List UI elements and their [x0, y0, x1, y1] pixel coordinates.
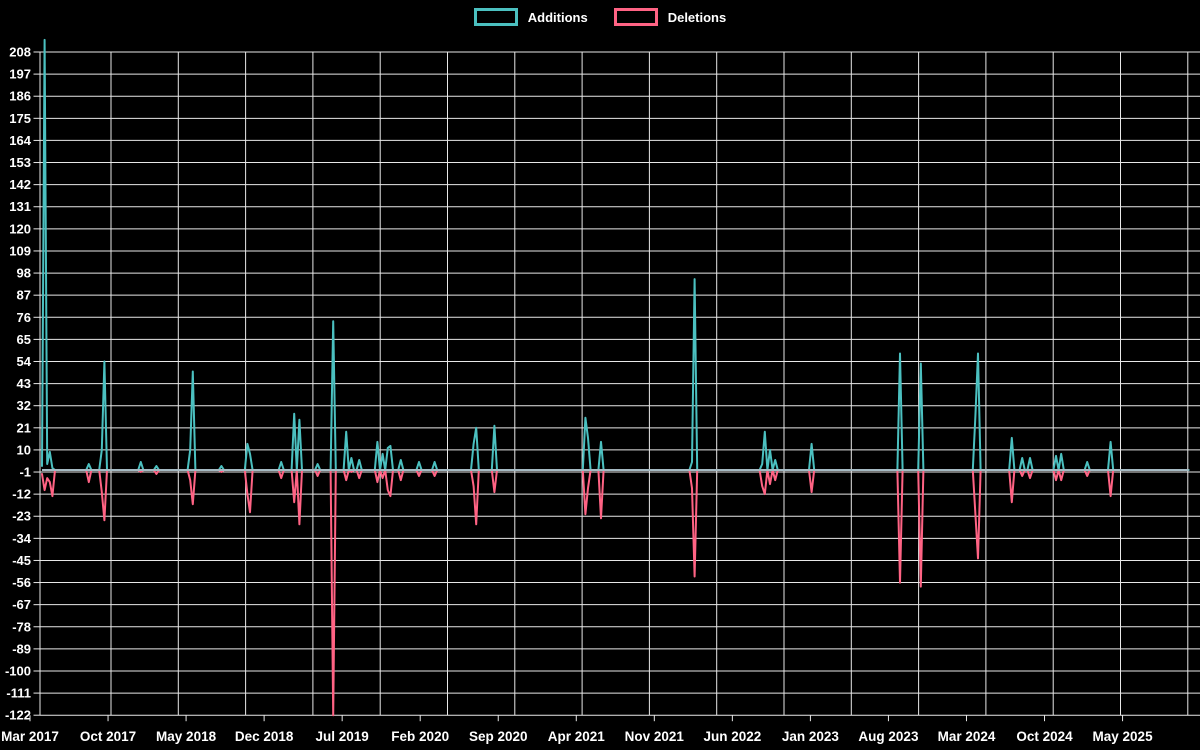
y-tick-label: 98: [17, 266, 31, 281]
x-tick-label: Feb 2020: [391, 729, 449, 744]
y-tick-label: 175: [9, 111, 31, 126]
x-tick-label: Sep 2020: [469, 729, 528, 744]
y-tick-label: 32: [17, 398, 31, 413]
deletions-legend-label: Deletions: [667, 9, 727, 25]
y-tick-label: 65: [17, 332, 31, 347]
y-tick-label: -1: [19, 465, 31, 480]
x-tick-label: Mar 2024: [938, 729, 996, 744]
x-tick-label: Oct 2017: [80, 729, 136, 744]
x-tick-label: Oct 2024: [1016, 729, 1073, 744]
x-tick-label: Jul 2019: [316, 729, 369, 744]
y-tick-label: -122: [5, 708, 31, 723]
y-tick-label: -89: [12, 641, 31, 656]
x-tick-label: Mar 2017: [1, 729, 59, 744]
y-tick-label: -12: [12, 487, 31, 502]
y-tick-label: 87: [17, 288, 31, 303]
y-tick-label: 131: [9, 199, 31, 214]
y-tick-label: 10: [17, 442, 31, 457]
additions-legend-swatch-icon: [473, 8, 518, 26]
y-tick-label: 164: [9, 133, 31, 148]
y-tick-label: 21: [17, 420, 31, 435]
x-tick-label: Nov 2021: [625, 729, 685, 744]
y-tick-label: 109: [9, 243, 31, 258]
y-tick-label: -23: [12, 509, 31, 524]
y-tick-label: 153: [9, 155, 31, 170]
y-tick-label: 142: [9, 177, 31, 192]
x-tick-label: Jun 2022: [703, 729, 761, 744]
chart-legend: Additions Deletions: [0, 8, 1200, 26]
y-tick-label: 43: [17, 376, 31, 391]
y-tick-label: -45: [12, 553, 31, 568]
y-tick-label: 76: [17, 310, 31, 325]
legend-item-additions[interactable]: Additions: [473, 8, 588, 26]
y-tick-label: 54: [17, 354, 32, 369]
y-tick-label: -34: [12, 531, 32, 546]
y-tick-label: -67: [12, 597, 31, 612]
x-tick-label: May 2025: [1093, 729, 1154, 744]
x-tick-label: Aug 2023: [858, 729, 919, 744]
x-tick-label: May 2018: [156, 729, 217, 744]
y-tick-label: 186: [9, 89, 31, 104]
x-tick-label: Dec 2018: [235, 729, 294, 744]
y-tick-label: 208: [9, 45, 31, 60]
x-tick-label: Jan 2023: [782, 729, 840, 744]
y-tick-label: 120: [9, 221, 31, 236]
y-tick-label: -56: [12, 575, 31, 590]
x-tick-label: Apr 2021: [548, 729, 606, 744]
y-tick-label: 197: [9, 67, 31, 82]
y-tick-label: -100: [5, 663, 31, 678]
y-tick-label: -78: [12, 619, 31, 634]
additions-legend-label: Additions: [527, 9, 588, 25]
legend-item-deletions[interactable]: Deletions: [613, 8, 727, 26]
deletions-legend-swatch-icon: [613, 8, 658, 26]
y-tick-label: -111: [6, 686, 31, 701]
deletions-line: [41, 469, 1190, 717]
